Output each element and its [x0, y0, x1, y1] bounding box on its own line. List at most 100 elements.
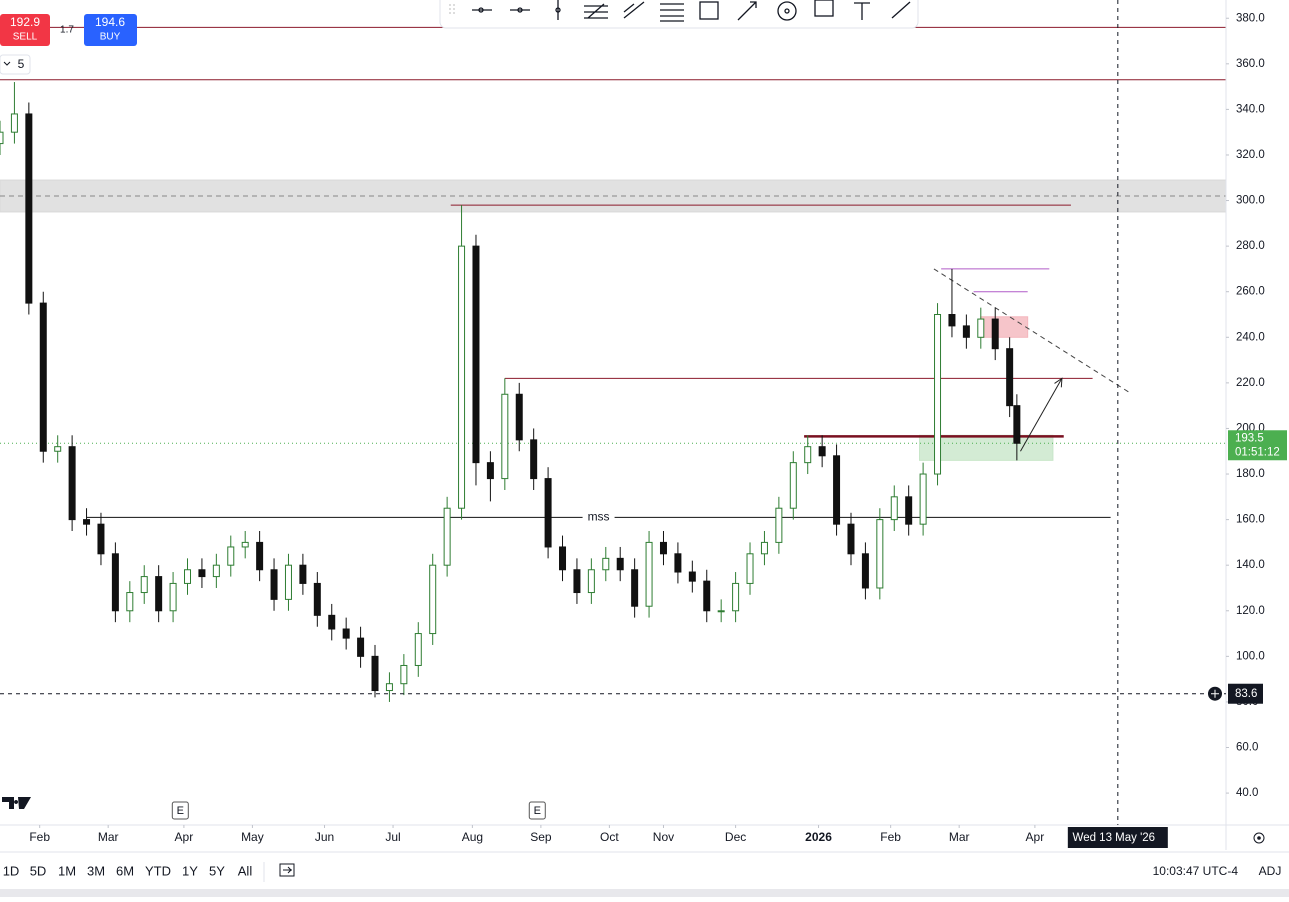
range-button[interactable]: 1D — [3, 863, 20, 878]
range-button[interactable]: All — [238, 863, 253, 878]
range-buttons: 1D 5D 1M 3M 6M YTD 1Y 5Y All — [3, 863, 253, 878]
candle-body — [934, 314, 942, 475]
trendline — [933, 268, 1129, 393]
candle-body — [602, 557, 610, 571]
tool-callout[interactable] — [814, 0, 834, 17]
candle-body — [198, 569, 206, 578]
tool-rect[interactable] — [699, 1, 719, 20]
candle-body — [659, 541, 667, 555]
tool-fib[interactable] — [660, 3, 684, 22]
y-tick-label: 320.0 — [1236, 149, 1265, 161]
tool-text[interactable] — [854, 2, 870, 20]
x-tick-label: Feb — [880, 830, 901, 844]
range-button[interactable]: 1M — [58, 863, 76, 878]
candle-body — [414, 633, 422, 666]
candle-body — [313, 582, 321, 616]
buy-label: BUY — [100, 32, 121, 43]
candle-body — [501, 393, 509, 480]
x-tick-label: Mar — [98, 830, 119, 844]
crosshair-date-box — [1067, 827, 1168, 848]
sell-label: SELL — [13, 32, 38, 43]
candle-body — [746, 553, 754, 584]
sell-button[interactable] — [0, 14, 50, 46]
candle-body — [818, 446, 826, 457]
crosshair-date-label: Wed 13 May '26 — [1073, 832, 1156, 844]
candle-body — [717, 610, 725, 613]
candle-body — [919, 473, 927, 525]
earnings-marker[interactable] — [171, 801, 189, 820]
x-tick-label: May — [241, 830, 264, 844]
y-tick-label: 100.0 — [1236, 650, 1265, 662]
indicator-toggle[interactable] — [0, 54, 31, 75]
y-tick-label: 240.0 — [1236, 331, 1265, 343]
candle-body — [587, 569, 595, 594]
x-tick-label: Feb — [29, 830, 50, 844]
candle-body — [559, 546, 567, 571]
y-tick-label: 120.0 — [1236, 605, 1265, 617]
x-tick-label: Oct — [600, 830, 619, 844]
candle-body — [54, 446, 62, 452]
plot: mss — [0, 26, 1227, 702]
spread: 1.7 — [60, 25, 74, 36]
x-tick-label: Aug — [462, 830, 483, 844]
range-button[interactable]: 5D — [30, 863, 47, 878]
indicator-count: 5 — [18, 57, 25, 71]
candle-body — [184, 569, 192, 584]
candle-body — [948, 314, 956, 327]
candle-body — [357, 637, 365, 657]
candle-body — [126, 592, 134, 612]
range-button[interactable]: 3M — [87, 863, 105, 878]
tool-channel[interactable] — [584, 3, 608, 19]
candle-body — [342, 628, 350, 639]
candle-body — [256, 541, 264, 571]
candle-body — [631, 569, 639, 607]
candle-body — [328, 614, 336, 630]
drag-handle[interactable] — [449, 4, 455, 16]
candle-body — [10, 113, 18, 133]
zone — [919, 434, 1054, 461]
earnings-marker[interactable] — [528, 801, 546, 820]
candle-body — [616, 557, 624, 571]
candle-body — [212, 564, 220, 578]
tool-arrow[interactable] — [737, 1, 757, 21]
tool-line[interactable] — [891, 1, 911, 19]
candle-body — [385, 683, 393, 692]
range-button[interactable]: 1Y — [182, 863, 198, 878]
buy-button[interactable] — [84, 14, 137, 46]
candle-body — [789, 462, 797, 509]
compare-icon[interactable] — [279, 863, 295, 877]
candle-body — [876, 519, 884, 589]
y-tick-label: 340.0 — [1236, 103, 1265, 115]
tool-pitchfork[interactable] — [623, 1, 645, 19]
x-tick-label: Sep — [530, 830, 552, 844]
y-tick-label: 380.0 — [1236, 12, 1265, 24]
tool-ray-dot — [478, 7, 484, 13]
arrow — [1020, 378, 1063, 452]
settings-icon-center — [1257, 836, 1261, 840]
bottom-edge — [0, 889, 1289, 897]
candle-body — [140, 576, 148, 594]
candle-body — [515, 393, 523, 441]
x-tick-label: Apr — [175, 830, 194, 844]
countdown: 01:51:12 — [1235, 446, 1280, 458]
candle-body — [847, 523, 855, 555]
candle-body — [299, 564, 307, 584]
y-tick-label: 300.0 — [1236, 195, 1265, 207]
y-tick-label: 140.0 — [1236, 559, 1265, 571]
candle-body — [39, 302, 47, 452]
range-button[interactable]: 5Y — [209, 863, 225, 878]
range-button[interactable]: 6M — [116, 863, 134, 878]
settings-icon[interactable] — [1253, 832, 1265, 844]
range-button[interactable]: YTD — [145, 863, 171, 878]
candle-body — [270, 569, 278, 600]
zone — [980, 316, 1029, 338]
candle-body — [530, 439, 538, 480]
crosshair-price-box — [1228, 683, 1263, 704]
y-tick-label: 180.0 — [1236, 468, 1265, 480]
adj-button[interactable]: ADJ — [1259, 864, 1282, 878]
candle-body — [804, 446, 812, 464]
x-tick-label: Dec — [725, 830, 746, 844]
tool-circle[interactable] — [777, 1, 797, 21]
